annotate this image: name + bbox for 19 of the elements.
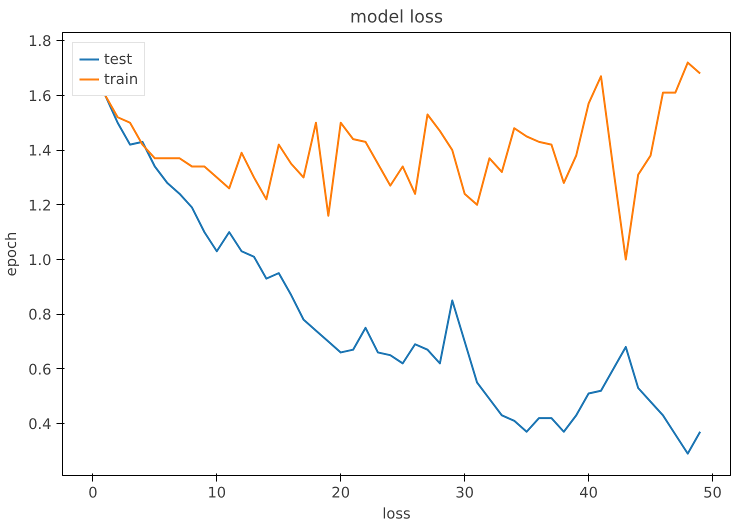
x-tick-label: 50 bbox=[703, 484, 722, 502]
legend-label: train bbox=[104, 70, 138, 88]
x-tick-label: 10 bbox=[207, 484, 226, 502]
y-tick-label: 1.4 bbox=[28, 142, 52, 160]
x-tick-label: 40 bbox=[579, 484, 598, 502]
y-tick-label: 1.0 bbox=[28, 252, 52, 269]
y-tick-label: 1.6 bbox=[28, 88, 52, 105]
y-tick-label: 1.8 bbox=[28, 33, 52, 50]
x-tick-label: 0 bbox=[88, 484, 98, 502]
x-tick-label: 30 bbox=[455, 484, 474, 502]
y-tick-label: 0.6 bbox=[28, 361, 52, 378]
legend-label: test bbox=[104, 50, 132, 68]
y-tick-label: 1.2 bbox=[28, 197, 52, 214]
y-axis-title: epoch bbox=[3, 232, 20, 276]
chart-title: model loss bbox=[350, 8, 443, 28]
x-tick-label: 20 bbox=[331, 484, 350, 502]
y-tick-label: 0.4 bbox=[28, 416, 52, 434]
y-tick-label: 0.8 bbox=[28, 306, 52, 324]
x-axis-title: loss bbox=[382, 506, 411, 522]
